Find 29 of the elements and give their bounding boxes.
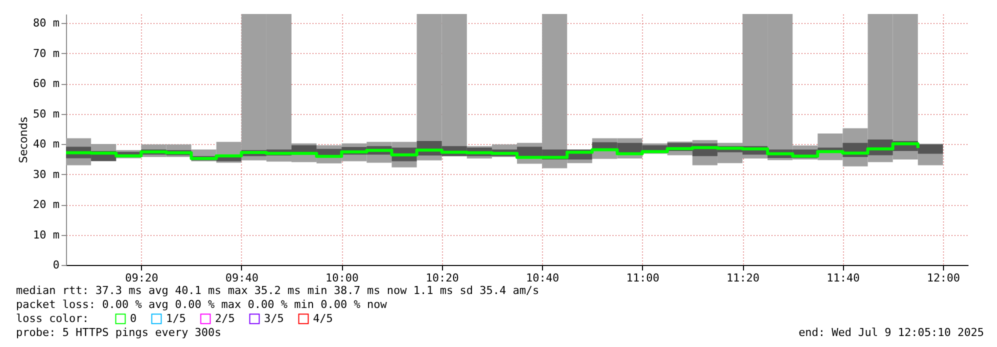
legend-title: loss color:	[16, 312, 89, 325]
x-tick-label: 10:00	[326, 272, 359, 284]
legend-label: 2/5	[215, 312, 235, 325]
x-tick-label: 09:40	[225, 272, 258, 284]
x-tick-label: 10:40	[526, 272, 560, 284]
y-tick-label: 30 m	[33, 168, 60, 181]
x-tick-label: 11:20	[726, 272, 760, 284]
x-tick-label: 11:40	[826, 272, 860, 284]
y-tick-label: 70 m	[33, 46, 60, 60]
text: probe: 5 HTTPS pings every 300s	[16, 326, 222, 339]
legend-label: 4/5	[313, 312, 333, 325]
y-tick-label: 10 m	[33, 228, 60, 242]
legend-label: 0	[130, 312, 137, 325]
y-tick-label: 0	[52, 258, 60, 272]
y-tick-label: 40 m	[33, 138, 60, 151]
x-tick-label: 11:00	[626, 272, 660, 284]
y-tick-label: 20 m	[33, 198, 60, 212]
y-tick-label: 50 m	[33, 107, 60, 120]
legend-label: 1/5	[166, 312, 186, 325]
y-axis-title: Seconds	[17, 116, 30, 164]
text: packet loss: 0.00 % avg 0.00 % max 0.00 % min 0.00 % now	[16, 298, 388, 311]
x-tick-label: 12:00	[926, 272, 960, 284]
text: end: Wed Jul 9 12:05:10 2025	[798, 326, 984, 339]
legend-label: 3/5	[264, 312, 284, 325]
text: median rtt: 37.3 ms avg 40.1 ms max 35.2 ms min 38.7 ms now 1.1 ms sd 35.4 am/s	[16, 284, 540, 297]
y-tick-label: 80 m	[33, 16, 60, 30]
y-tick-label: 60 m	[33, 77, 60, 90]
x-tick-label: 10:20	[426, 272, 459, 284]
x-tick-label: 09:20	[125, 272, 158, 284]
